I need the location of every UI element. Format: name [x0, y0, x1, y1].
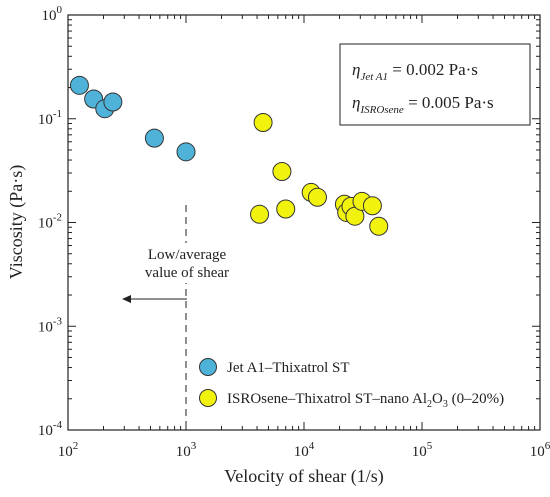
legend-marker-isrosene — [199, 389, 217, 407]
equation-box: ηJet A1 = 0.002 Pa·s ηISROsene = 0.005 P… — [339, 43, 531, 126]
y-axis-title: Viscosity (Pa·s) — [6, 165, 27, 279]
equation-jet-a1: ηJet A1 = 0.002 Pa·s — [352, 60, 478, 83]
point-jet-a1 — [103, 92, 123, 112]
annotation-label-bg — [138, 243, 236, 283]
annotation-line-1: Low/average — [148, 247, 227, 263]
eta-symbol: η — [352, 60, 360, 79]
legend-label-jet-a1: Jet A1–Thixatrol ST — [227, 360, 350, 376]
equation-value: = 0.005 Pa·s — [404, 93, 494, 112]
x-tick-labels: 102 103 104 105 106 — [58, 440, 550, 460]
point-isrosene — [250, 204, 270, 224]
y-tick-label: 10-3 — [38, 315, 63, 335]
point-isrosene — [253, 113, 273, 133]
shear-annotation: Low/average value of shear — [122, 205, 236, 430]
legend-label-isrosene: ISROsene–Thixatrol ST–nano Al2O3 (0–20%) — [227, 391, 504, 410]
annotation-line-2: value of shear — [145, 265, 229, 281]
x-axis-title: Velocity of shear (1/s) — [224, 466, 383, 487]
annotation-arrow-head — [122, 295, 131, 303]
equation-isrosene: ηISROsene = 0.005 Pa·s — [352, 93, 494, 116]
point-jet-a1 — [176, 142, 196, 162]
y-tick-label: 10-4 — [38, 419, 63, 439]
y-tick-label: 100 — [42, 4, 63, 24]
y-tick-labels: 10-4 10-3 10-2 10-1 100 — [38, 4, 63, 439]
point-jet-a1 — [144, 128, 164, 148]
point-isrosene — [307, 187, 327, 207]
legend-label-tail: (0–20%) — [448, 391, 504, 407]
x-tick-label: 105 — [412, 440, 433, 460]
equation-value: = 0.002 Pa·s — [388, 60, 478, 79]
eta-symbol: η — [352, 93, 360, 112]
point-isrosene — [276, 199, 296, 219]
eta-subscript: ISROsene — [359, 104, 403, 116]
y-tick-label: 10-1 — [38, 108, 62, 128]
legend-label-sub2: 3 — [443, 399, 448, 410]
data-points — [69, 75, 389, 236]
axis-ticks — [67, 15, 540, 431]
point-isrosene — [362, 196, 382, 216]
legend-marker-jet-a1 — [199, 358, 217, 376]
point-jet-a1 — [69, 75, 89, 95]
x-tick-label: 106 — [530, 440, 550, 460]
x-tick-label: 102 — [58, 440, 79, 460]
eta-subscript: Jet A1 — [360, 71, 388, 83]
equation-box-frame — [339, 43, 531, 126]
legend-label-isrosene-main: ISROsene–Thixatrol ST–nano Al — [227, 391, 427, 407]
point-isrosene — [369, 216, 389, 236]
legend-label-sub: 2 — [427, 399, 432, 410]
legend-label-mid: O — [432, 391, 443, 407]
legend: Jet A1–Thixatrol ST ISROsene–Thixatrol S… — [199, 358, 504, 410]
y-tick-label: 10-2 — [38, 212, 62, 232]
x-tick-label: 103 — [176, 440, 197, 460]
x-tick-label: 104 — [294, 440, 315, 460]
point-isrosene — [272, 162, 292, 182]
